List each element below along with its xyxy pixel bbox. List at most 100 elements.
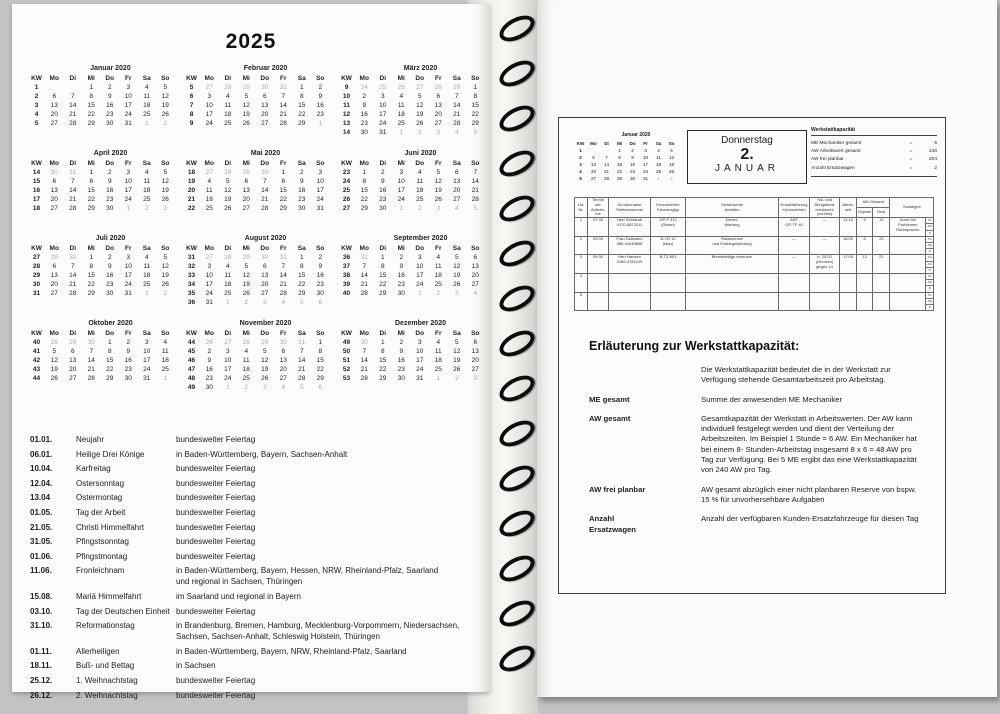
- calendar-day: 5: [670, 148, 673, 153]
- calendar-day: 29: [471, 120, 479, 127]
- calendar-day: 4: [281, 384, 286, 391]
- calendar-day: 4: [454, 205, 459, 212]
- calendar-day: 30: [261, 84, 269, 91]
- holiday-name: Mariä Himmelfahrt: [76, 591, 142, 601]
- holiday-date: 15.08.: [30, 591, 53, 601]
- calendar-day: 28: [224, 254, 232, 261]
- week-number: 3: [34, 102, 39, 109]
- holiday-name: 1. Weihnachtstag: [76, 675, 138, 685]
- appointment-cell: [608, 273, 651, 293]
- flag-box: Tel: [926, 293, 933, 299]
- day-header: Do: [105, 245, 115, 252]
- calendar-day: 2: [318, 254, 323, 261]
- appointment-cell: —: [778, 254, 810, 275]
- day-header: Mo: [49, 245, 59, 252]
- week-number: 31: [32, 290, 41, 297]
- month-title: Januar 2020: [90, 65, 131, 72]
- flag-box: R: [928, 230, 931, 235]
- explanation-text: Summe der anwesenden ME Mechaniker: [701, 394, 843, 404]
- day-header: Mo: [359, 245, 369, 252]
- column-header: Termin der Aufnah- me: [587, 196, 609, 219]
- day-header: Sa: [452, 245, 461, 252]
- week-number: 19: [187, 178, 196, 185]
- calendar-day: 15: [471, 102, 479, 109]
- calendar-day: 25: [242, 375, 250, 382]
- appointment-cell: 4: [574, 273, 588, 293]
- holiday-info: in Sachsen: [176, 661, 216, 671]
- day-header: KW: [31, 75, 42, 82]
- calendar-day: 15: [106, 357, 114, 364]
- calendar-day: 27: [205, 169, 213, 176]
- holiday-name: Buß- und Bettag: [76, 661, 135, 671]
- calendar-day: 29: [261, 339, 269, 346]
- calendar-day: 20: [434, 111, 442, 118]
- calendar-day: 26: [161, 111, 169, 118]
- calendar-day: 15: [316, 357, 324, 364]
- calendar-day: 28: [360, 375, 368, 382]
- calendar-day: 22: [87, 111, 95, 118]
- appointment-cell: Anruf bei Problemen Rücksprache: [889, 217, 927, 237]
- calendar-day: 22: [87, 281, 95, 288]
- calendar-day: 12: [261, 357, 269, 364]
- calendar-day: 3: [318, 169, 323, 176]
- calendar-day: 10: [224, 357, 232, 364]
- holiday-name: Tag der Arbeit: [76, 507, 126, 517]
- calendar-day: 28: [453, 120, 461, 127]
- holiday-info: bundesweiter Feiertag: [176, 675, 256, 685]
- day-header: So: [316, 160, 325, 167]
- column-header: Ersatzfahrzeug Kennzeichen: [778, 196, 810, 219]
- calendar-day: 14: [603, 162, 610, 167]
- calendar-day: 27: [69, 375, 77, 382]
- explanation-item: ME gesamt Summe der anwesenden ME Mechani…: [589, 395, 925, 405]
- calendar-day: 23: [360, 120, 368, 127]
- holiday-name: Ostermontag: [76, 493, 123, 503]
- day-header: Fr: [125, 245, 132, 252]
- explanation-item: AW gesamt Gesamtkapazität der Werkstatt i…: [589, 414, 925, 476]
- calendar-day: 5: [454, 339, 459, 346]
- day-header: KW: [341, 75, 352, 82]
- calendar-day: 17: [205, 111, 213, 118]
- calendar-day: 27: [471, 366, 479, 373]
- calendar-day: 10: [416, 263, 424, 270]
- appointment-cell: Bremsbeläge erneuern: [685, 254, 779, 275]
- appointment-cell: 13: [872, 217, 891, 237]
- calendar-day: 10: [124, 263, 132, 270]
- calendar-day: 1: [89, 254, 94, 261]
- appointment-cell: [889, 273, 927, 293]
- week-number: 10: [342, 93, 351, 100]
- day-header: Mo: [204, 330, 214, 337]
- calendar-day: 25: [224, 290, 232, 297]
- calendar-day: 19: [261, 366, 269, 373]
- calendar-day: 7: [299, 348, 304, 355]
- calendar-day: 8: [618, 155, 621, 160]
- calendar-day: 20: [261, 281, 269, 288]
- day-header: So: [316, 75, 325, 82]
- calendar-day: 18: [224, 111, 232, 118]
- week-number: 7: [189, 102, 194, 109]
- calendar-day: 28: [603, 176, 610, 181]
- calendar-day: 25: [655, 169, 662, 174]
- calendar-day: 6: [318, 384, 323, 391]
- day-header: Do: [260, 75, 270, 82]
- calendar-day: 23: [397, 281, 405, 288]
- calendar-day: 14: [279, 272, 287, 279]
- calendar-day: 29: [379, 375, 387, 382]
- holiday-name: Karfreitag: [76, 464, 111, 474]
- week-number: 34: [187, 281, 196, 288]
- calendar-day: 25: [434, 366, 442, 373]
- holiday-list: 01.01. Neujahr bundesweiter Feiertag 06.01.…: [30, 434, 478, 704]
- calendar-day: 3: [473, 375, 478, 382]
- calendar-day: 5: [244, 93, 249, 100]
- calendar-day: 31: [279, 254, 287, 261]
- calendar-day: 5: [299, 384, 304, 391]
- week-number: 18: [32, 205, 41, 212]
- calendar-day: 14: [69, 272, 77, 279]
- calendar-day: 22: [316, 366, 324, 373]
- calendar-day: 31: [360, 254, 368, 261]
- calendar-day: 6: [281, 348, 286, 355]
- calendar-day: 9: [126, 348, 131, 355]
- week-number: 53: [342, 375, 351, 382]
- calendar-day: 9: [380, 178, 385, 185]
- month-grid: KW Mo Di Mi Do Fr Sa So 31 27 28 29 30 31 1 2 32 3 4 5 6 7 8 9 3…: [183, 244, 331, 307]
- week-number: 13: [342, 120, 351, 127]
